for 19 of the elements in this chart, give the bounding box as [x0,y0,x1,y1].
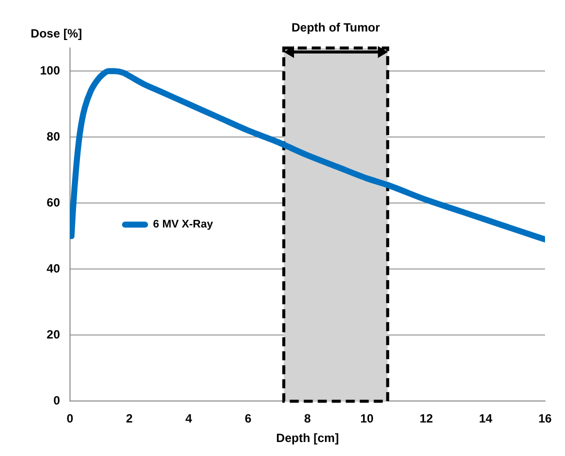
x-tick-label: 14 [478,412,493,426]
x-tick-label: 6 [244,412,252,426]
y-tick-label: 20 [46,327,60,342]
y-tick-label: 100 [40,63,60,78]
y-tick-label: 60 [46,195,60,210]
y-tick-label: 0 [53,394,60,408]
legend-label: 6 MV X-Ray [153,218,214,231]
x-tick-label: 16 [538,412,552,426]
x-tick-label: 8 [304,412,312,426]
x-tick-label: 4 [185,412,192,426]
band-label: Depth of Tumor [291,20,380,34]
x-tick-label: 0 [66,412,74,426]
x-tick-label: 10 [360,412,374,426]
x-axis-title: Depth [cm] [276,431,339,446]
y-axis-title: Dose [%] [30,26,82,40]
y-tick-label: 80 [46,129,60,144]
x-tick-label: 2 [126,412,134,426]
y-tick-label: 40 [46,261,60,276]
x-tick-label: 12 [420,412,434,426]
